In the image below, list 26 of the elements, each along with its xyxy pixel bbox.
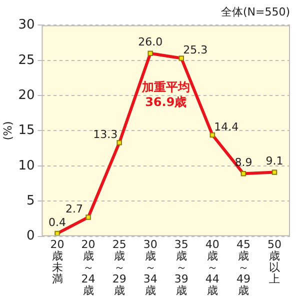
x-tick-label: 20歳～24歳	[81, 238, 96, 298]
y-tick-label: 15	[18, 123, 35, 138]
x-tick-label: 40歳～44歳	[205, 238, 220, 298]
data-label: 9.1	[266, 154, 284, 168]
x-tick-label: 35歳～39歳	[174, 238, 188, 298]
data-label: 2.7	[66, 202, 84, 216]
x-tick-label: 25歳～29歳	[112, 238, 126, 298]
y-tick-label: 20	[18, 88, 35, 103]
data-label: 26.0	[138, 36, 163, 49]
y-tick-label: 25	[18, 52, 35, 68]
chart-title: 全体(N=550)	[220, 5, 290, 18]
data-label: 25.3	[183, 44, 208, 57]
y-tick-label: 5	[26, 193, 35, 208]
data-label: 14.4	[214, 120, 239, 134]
x-tick-label: 30歳～34歳	[143, 238, 158, 298]
y-tick-label: 30	[18, 18, 35, 33]
x-tick-label: 50歳以上	[267, 238, 282, 286]
data-label: 13.3	[93, 128, 118, 142]
annotation: 加重平均 36.9歳	[140, 80, 190, 110]
data-label: 8.9	[234, 156, 252, 169]
y-tick-label: 0	[26, 228, 35, 244]
data-label: 0.4	[48, 216, 66, 229]
x-tick-label: 45歳～49歳	[236, 238, 250, 298]
x-tick-label: 20歳未満	[50, 238, 64, 286]
y-tick-label: 10	[18, 158, 35, 174]
y-axis-title: (%)	[1, 121, 14, 140]
